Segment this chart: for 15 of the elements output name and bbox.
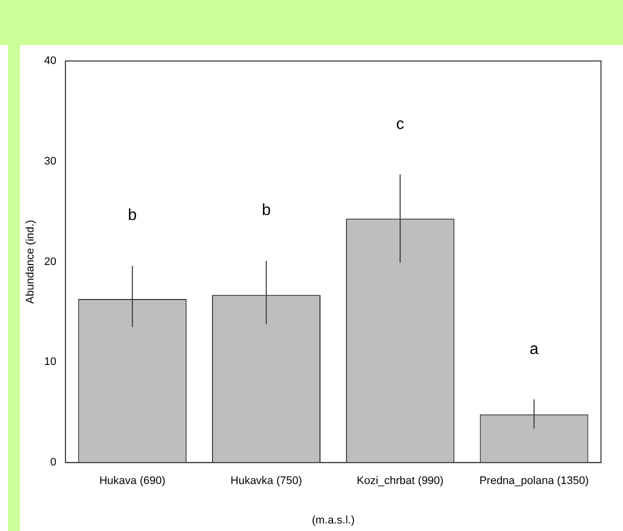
x-tick-label: Hukava (690)	[99, 475, 166, 488]
y-tick-label: 10	[44, 356, 56, 368]
annotation: a	[530, 340, 539, 358]
x-tick-label: Kozi_chrbat (990)	[356, 475, 444, 488]
annotation: b	[262, 202, 271, 220]
annotation: c	[396, 116, 404, 133]
y-tick-label: 0	[50, 456, 56, 469]
y-tick-label: 30	[44, 155, 56, 168]
annotation: b	[128, 207, 137, 224]
y-axis-title: Abundance (ind.)	[24, 220, 37, 304]
x-tick-label: Hukavka (750)	[230, 475, 302, 488]
y-tick-label: 40	[44, 55, 56, 68]
y-tick-label: 20	[44, 256, 56, 268]
x-axis-title: (m.a.s.l.)	[312, 514, 355, 526]
x-tick-label: Predna_polana (1350)	[479, 475, 589, 488]
